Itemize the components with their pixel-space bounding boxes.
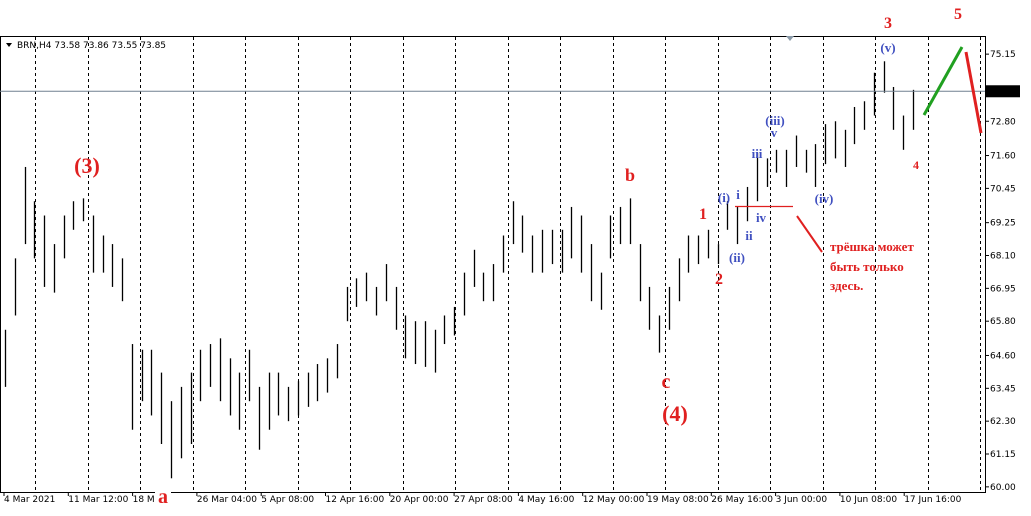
x-tick-label: 26 May 16:00 — [711, 495, 773, 505]
wave-label: 4 — [913, 158, 919, 172]
x-tick-label: 5 Apr 08:00 — [261, 495, 314, 505]
x-axis: 4 Mar 2021 11 Mar 12:00 18 M 26 Mar 04:00 5 … — [3, 492, 962, 505]
wave-label: c — [662, 371, 671, 393]
y-tick-label: 61.15 — [990, 450, 1016, 460]
x-tick-label: 20 Apr 00:00 — [390, 495, 449, 505]
y-axis: 60.00 61.15 62.30 63.45 64.60 65.80 66.95 68.10… — [0, 50, 1020, 493]
current-price-box — [986, 85, 1020, 98]
wave-label: ii — [745, 228, 753, 243]
wave-label: v — [771, 125, 778, 140]
wave-label: 5 — [954, 6, 962, 23]
wave-label: 1 — [699, 206, 707, 223]
y-tick-label: 66.95 — [990, 284, 1016, 294]
x-tick-label: 10 Jun 08:00 — [840, 495, 897, 505]
wave-label: быть только — [830, 259, 904, 274]
wave-label: iv — [756, 210, 767, 225]
x-tick-label: 12 May 00:00 — [583, 495, 645, 505]
wave-label: b — [625, 165, 635, 185]
wave-label: здесь. — [830, 278, 863, 293]
wave-label: (ii) — [729, 250, 745, 265]
wave-label: (3) — [74, 153, 100, 178]
current-price-label: 73.85 — [989, 87, 1015, 97]
wave-label: (v) — [880, 40, 895, 55]
y-tick-label: 62.30 — [990, 417, 1016, 427]
wave-label: iii — [752, 146, 763, 161]
forecast-down — [964, 51, 983, 134]
y-tick-label: 75.15 — [990, 50, 1016, 60]
label-bg — [155, 488, 171, 507]
x-tick-label: 12 Apr 16:00 — [326, 495, 385, 505]
x-tick-label: 11 Mar 12:00 — [68, 495, 128, 505]
y-tick-label: 65.80 — [990, 317, 1016, 327]
y-tick-label: 68.10 — [990, 252, 1016, 262]
forecast-up — [922, 46, 964, 116]
plot-frame — [0, 36, 986, 493]
shift-marker — [786, 36, 794, 41]
x-tick-label: 17 Jun 16:00 — [904, 495, 961, 505]
y-tick-label: 60.00 — [990, 483, 1016, 493]
menu-triangle[interactable] — [6, 43, 12, 47]
pointer-line — [796, 215, 823, 253]
wave-label: a — [158, 486, 168, 508]
x-tick-label: 3 Jun 00:00 — [776, 495, 828, 505]
y-tick-label: 63.45 — [990, 384, 1016, 394]
wave-label: 2 — [715, 271, 723, 288]
x-tick-label: 4 May 16:00 — [518, 495, 574, 505]
wave-label: трёшка может — [830, 239, 914, 254]
x-tick-label: 18 M — [133, 495, 155, 505]
wave-label: (4) — [662, 401, 688, 426]
y-tick-label: 64.60 — [990, 351, 1016, 361]
y-tick-label: 72.80 — [990, 117, 1016, 127]
y-tick-label: 70.45 — [990, 184, 1016, 194]
wave-label: 3 — [884, 15, 892, 32]
wave-label: (iii) — [765, 113, 785, 128]
y-tick-label: 69.25 — [990, 219, 1016, 229]
wave-label: (iv) — [815, 191, 834, 206]
wave-label: i — [736, 187, 740, 202]
y-tick-label: 71.60 — [990, 152, 1016, 162]
x-tick-label: 27 Apr 08:00 — [454, 495, 513, 505]
x-tick-label: 4 Mar 2021 — [4, 495, 55, 505]
bars — [4, 61, 915, 479]
wave-label: (i) — [718, 190, 730, 205]
chart-title: BRN,H4 73.58 73.86 73.55 73.85 — [17, 41, 166, 51]
grid — [35, 37, 981, 492]
x-tick-label: 19 May 08:00 — [647, 495, 709, 505]
x-tick-label: 26 Mar 04:00 — [197, 495, 257, 505]
